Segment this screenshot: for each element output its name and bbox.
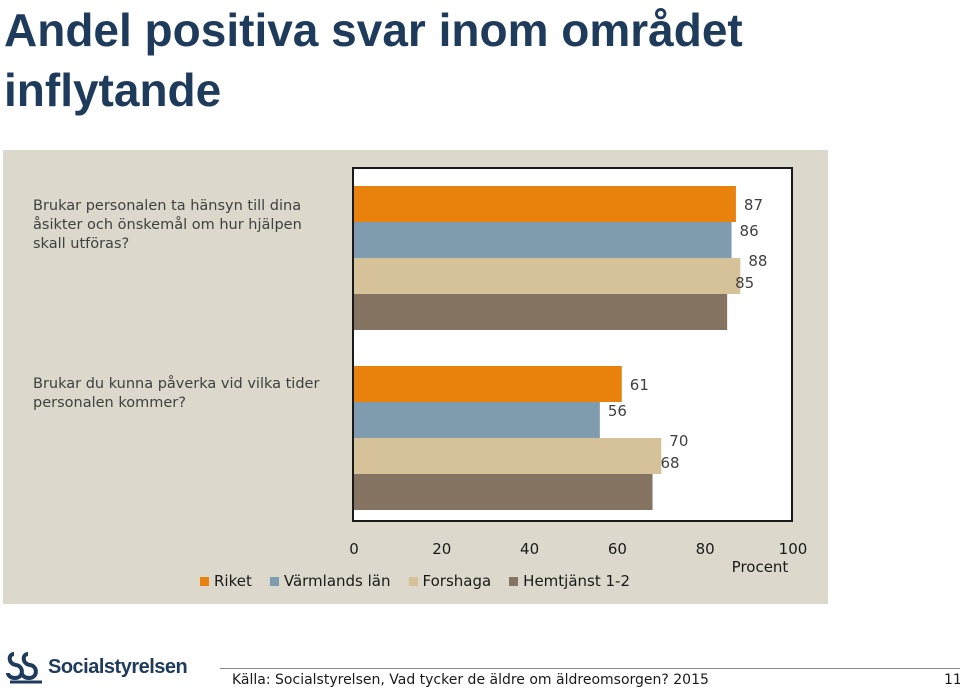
value-label: 61 — [630, 376, 649, 394]
socialstyrelsen-logo: Socialstyrelsen — [6, 648, 188, 686]
value-label: 56 — [608, 402, 627, 420]
legend-swatch — [269, 576, 279, 586]
legend-item: Värmlands län — [269, 572, 391, 590]
footer-divider — [220, 668, 960, 669]
value-label: 86 — [740, 222, 759, 240]
bar-2-riket — [354, 366, 622, 402]
legend-item: Riket — [200, 572, 252, 590]
legend-swatch — [509, 576, 519, 586]
legend-label: Värmlands län — [283, 572, 391, 590]
legend-item: Forshaga — [408, 572, 492, 590]
bar-2-forshaga — [354, 438, 662, 474]
bar-1-riket — [354, 186, 736, 222]
category-label-0: Brukar personalen ta hänsyn till dina ås… — [33, 198, 302, 252]
x-tick-label: 40 — [520, 540, 539, 558]
source-note: Källa: Socialstyrelsen, Vad tycker de äl… — [232, 672, 709, 688]
bar-2-hemtjänst-1-2 — [354, 474, 653, 510]
legend-swatch — [200, 576, 209, 586]
page-number: 11 — [944, 672, 960, 688]
logo-text: Socialstyrelsen — [48, 655, 188, 678]
legend-swatch — [408, 576, 418, 586]
bar-1-värmlands-län — [354, 222, 732, 258]
bar-1-hemtjänst-1-2 — [354, 294, 728, 330]
value-label: 87 — [744, 196, 763, 214]
value-label: 70 — [669, 432, 688, 450]
value-label: 85 — [735, 274, 754, 292]
x-tick-label: 100 — [779, 540, 808, 558]
category-label-1: Brukar du kunna påverka vid vilka tider … — [33, 376, 320, 411]
x-tick-label: 0 — [349, 540, 359, 558]
value-label: 68 — [661, 454, 680, 472]
x-tick-label: 60 — [608, 540, 627, 558]
legend-label: Hemtjänst 1-2 — [523, 572, 631, 590]
legend: Riket Värmlands län Forshaga Hemtjänst 1-2 — [200, 572, 630, 590]
bar-2-värmlands-län — [354, 402, 600, 438]
page-title: Andel positiva svar inom området inflyta… — [4, 4, 743, 116]
x-tick-label: 80 — [696, 540, 715, 558]
bar-1-forshaga — [354, 258, 741, 294]
logo-emblem-icon — [6, 652, 42, 684]
legend-label: Forshaga — [422, 572, 492, 590]
x-tick-label: 20 — [432, 540, 451, 558]
legend-label: Riket — [214, 572, 252, 590]
value-label: 88 — [748, 252, 767, 270]
legend-item: Hemtjänst 1-2 — [509, 572, 630, 590]
x-axis-title: Procent — [731, 558, 789, 576]
